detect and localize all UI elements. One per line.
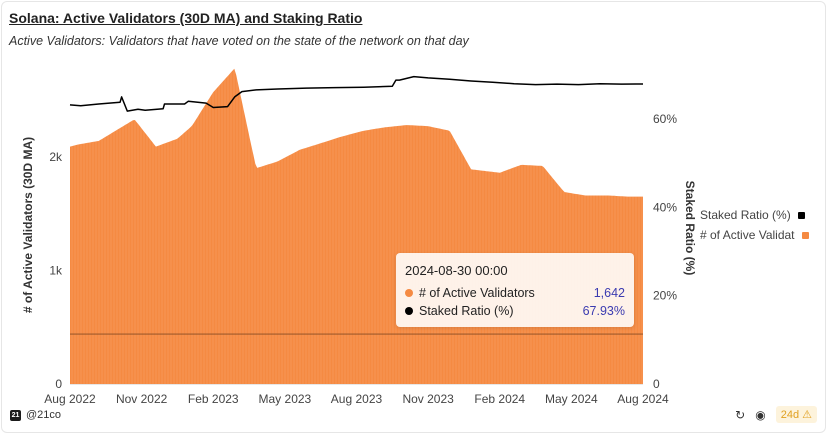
tooltip-value: 1,642 xyxy=(593,286,625,300)
tooltip-value: 67.93% xyxy=(582,304,625,318)
chart-subtitle: Active Validators: Validators that have … xyxy=(9,34,469,48)
axis-layer: Aug 2022 Nov 2022 Feb 2023 May 2023 Aug 2023… xyxy=(21,112,697,406)
x-tick-label: May 2023 xyxy=(259,392,312,406)
line-layer xyxy=(69,75,644,112)
chart-title[interactable]: Solana: Active Validators (30D MA) and S… xyxy=(9,10,363,26)
x-tick-label: Nov 2023 xyxy=(402,392,454,406)
age-badge[interactable]: 24d ⚠ xyxy=(775,406,817,423)
x-tick-label: May 2024 xyxy=(545,392,598,406)
x-tick-label: Aug 2022 xyxy=(44,392,96,406)
legend-item-staked-ratio[interactable]: Staked Ratio (%) xyxy=(700,205,809,225)
y-left-axis-title: # of Active Validators (30D MA) xyxy=(21,137,35,313)
tooltip-label: Staked Ratio (%) xyxy=(419,304,514,318)
tooltip-date: 2024-08-30 00:00 xyxy=(405,263,508,278)
x-tick-label: Aug 2023 xyxy=(331,392,383,406)
tooltip-row-staked-ratio: Staked Ratio (%) 67.93% xyxy=(405,303,625,319)
tooltip-dot-orange xyxy=(405,289,413,297)
x-tick-label: Nov 2022 xyxy=(116,392,168,406)
brand-handle: @21co xyxy=(26,409,62,421)
refresh-icon[interactable]: ↻ xyxy=(735,407,746,422)
y-left-tick-label: 0 xyxy=(55,377,62,391)
legend: Staked Ratio (%) # of Active Validat xyxy=(700,205,809,245)
legend-label: Staked Ratio (%) xyxy=(700,208,791,222)
legend-label: # of Active Validat xyxy=(700,228,795,242)
brand-logo-icon: 21 xyxy=(10,409,21,421)
y-left-tick-label: 1k xyxy=(49,263,63,277)
area-layer xyxy=(70,68,643,385)
staked-ratio-line xyxy=(69,75,644,112)
footer-brand[interactable]: 21 @21co xyxy=(10,409,61,421)
chart-tooltip: 2024-08-30 00:00 # of Active Validators … xyxy=(396,253,634,327)
legend-item-active-validators[interactable]: # of Active Validat xyxy=(700,225,809,245)
legend-swatch-orange xyxy=(801,231,809,239)
y-right-tick-label: 0 xyxy=(653,377,660,391)
camera-icon[interactable]: ◉ xyxy=(755,407,766,422)
y-right-axis-title: Staked Ratio (%) xyxy=(683,181,697,276)
x-tick-label: Feb 2023 xyxy=(188,392,239,406)
legend-swatch-black xyxy=(797,211,805,219)
age-badge-text: 24d xyxy=(780,409,800,421)
footer-actions: ↻ ◉ 24d ⚠ xyxy=(735,406,817,423)
x-tick-label: Feb 2024 xyxy=(474,392,525,406)
y-right-tick-label: 60% xyxy=(653,112,677,126)
tooltip-label: # of Active Validators xyxy=(419,286,535,300)
x-tick-label: Aug 2024 xyxy=(617,392,669,406)
y-right-tick-label: 20% xyxy=(653,289,677,303)
tooltip-row-validators: # of Active Validators 1,642 xyxy=(405,285,625,301)
tooltip-dot-black xyxy=(405,307,413,315)
y-right-tick-label: 40% xyxy=(653,200,677,214)
y-left-tick-label: 2k xyxy=(49,150,63,164)
